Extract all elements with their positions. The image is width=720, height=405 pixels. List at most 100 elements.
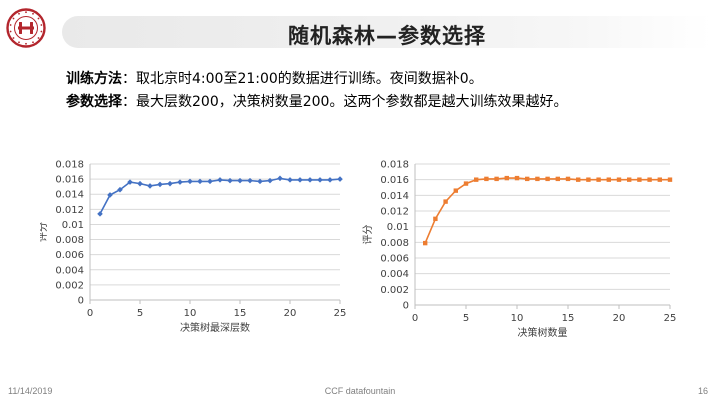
depth-score-chart: 0 0.002 0.004 0.006 0.008 0.01 0.012 0.014 0.016… [40, 150, 360, 350]
x-tick-label: 5 [137, 308, 143, 319]
data-point [227, 177, 233, 184]
data-point [576, 177, 581, 182]
x-tick-label: 10 [511, 313, 524, 324]
data-point [657, 177, 662, 182]
data-point [167, 180, 173, 187]
x-axis-label: 决策树数量 [518, 326, 568, 339]
data-point [627, 177, 632, 182]
data-point [463, 181, 469, 186]
y-tick-label: 0.018 [380, 160, 409, 171]
page-title: 随机森林—参数选择 [288, 24, 486, 48]
data-point [177, 179, 183, 185]
data-point [586, 177, 591, 182]
y-tick-label: 0.008 [380, 238, 409, 249]
data-point [297, 177, 303, 183]
y-tick-label: 0.014 [380, 191, 409, 202]
x-tick-label: 20 [284, 308, 297, 319]
footer-source: CCF datafountain [324, 386, 396, 396]
y-tick-label: 0.002 [380, 285, 409, 296]
y-tick-label: 0 [403, 301, 409, 312]
data-point [453, 188, 458, 193]
tree-count-score-chart-svg: 0 0.002 0.004 0.006 0.008 0.01 0.012 0.014 0.016… [362, 160, 677, 340]
bullet-list: 训练方法：取北京时4:00至21:00的数据进行训练。夜间数据补0。 参数选择：… [66, 68, 567, 114]
data-point [667, 177, 673, 182]
data-point [555, 176, 560, 182]
x-tick-label: 0 [412, 313, 418, 324]
x-tick-label: 10 [184, 308, 197, 319]
data-point [267, 177, 273, 184]
data-point [117, 186, 123, 193]
data-point [504, 175, 509, 181]
bullet-label: 训练方法 [66, 71, 122, 87]
data-point [423, 240, 428, 246]
university-seal-icon [6, 8, 46, 48]
y-tick-label: 0.016 [55, 175, 84, 186]
y-tick-label: 0.018 [55, 160, 84, 171]
data-point [107, 192, 113, 198]
series-line [99, 177, 341, 215]
data-point [494, 176, 499, 182]
data-point [443, 199, 448, 204]
data-point [277, 175, 283, 182]
data-point [637, 177, 642, 182]
data-point [606, 177, 611, 182]
x-tick-label: 25 [334, 308, 347, 319]
data-point [257, 178, 263, 185]
data-point [327, 177, 333, 183]
bullet-label: 参数选择 [66, 94, 122, 110]
x-axis-label: 决策树最深层数 [180, 321, 250, 334]
x-tick-label: 25 [664, 313, 677, 324]
data-point [317, 177, 323, 183]
bullet-separator: ： [122, 71, 136, 87]
data-point [514, 175, 520, 181]
data-point [237, 177, 243, 184]
data-point [535, 176, 540, 182]
x-tick-label: 15 [234, 308, 247, 319]
bullet-text: 最大层数200，决策树数量200。这两个参数都是越大训练效果越好。 [136, 94, 568, 110]
bullet-parameter-choice: 参数选择：最大层数200，决策树数量200。这两个参数都是越大训练效果越好。 [66, 91, 567, 114]
page-number: 16 [697, 386, 708, 396]
y-tick-label: 0.006 [55, 250, 84, 261]
x-tick-label: 5 [463, 313, 469, 324]
y-tick-label: 0.012 [380, 207, 409, 218]
tree-count-score-chart: 0 0.002 0.004 0.006 0.008 0.01 0.012 0.014 0.016… [360, 150, 690, 355]
x-tick-label: 20 [613, 313, 626, 324]
data-point [247, 177, 253, 184]
data-point [565, 176, 571, 182]
x-tick-label: 0 [87, 308, 93, 319]
data-point [97, 211, 103, 217]
bullet-separator: ： [122, 94, 136, 110]
data-point [484, 176, 489, 182]
y-tick-label: 0.006 [380, 254, 409, 265]
data-point [433, 216, 438, 222]
y-axis-label: 评分 [40, 222, 49, 242]
data-point [337, 176, 343, 182]
bullet-training-method: 训练方法：取北京时4:00至21:00的数据进行训练。夜间数据补0。 [66, 68, 567, 91]
y-tick-label: 0.016 [380, 175, 409, 186]
title-bar: 随机森林—参数选择 [62, 16, 712, 48]
data-point [207, 178, 213, 185]
y-tick-label: 0.008 [55, 235, 84, 246]
data-point [474, 177, 479, 182]
data-point [525, 176, 530, 182]
data-point [596, 177, 601, 182]
x-tick-label: 15 [562, 313, 575, 324]
y-tick-label: 0.01 [387, 222, 409, 233]
data-point [147, 183, 153, 189]
y-axis-label: 评分 [362, 225, 374, 245]
y-tick-label: 0.004 [55, 265, 84, 276]
y-tick-label: 0 [78, 296, 84, 307]
data-point [127, 179, 133, 185]
depth-score-chart-svg: 0 0.002 0.004 0.006 0.008 0.01 0.012 0.014 0.016… [40, 160, 347, 335]
data-point [157, 181, 163, 188]
data-point [217, 177, 223, 183]
data-point [647, 177, 652, 182]
y-tick-label: 0.014 [55, 190, 84, 201]
data-point [137, 180, 143, 187]
data-point [616, 177, 622, 182]
data-point [545, 176, 550, 182]
bullet-text: 取北京时4:00至21:00的数据进行训练。夜间数据补0。 [136, 71, 483, 87]
data-point [187, 178, 193, 185]
y-tick-label: 0.01 [62, 220, 84, 231]
data-point [307, 177, 313, 183]
